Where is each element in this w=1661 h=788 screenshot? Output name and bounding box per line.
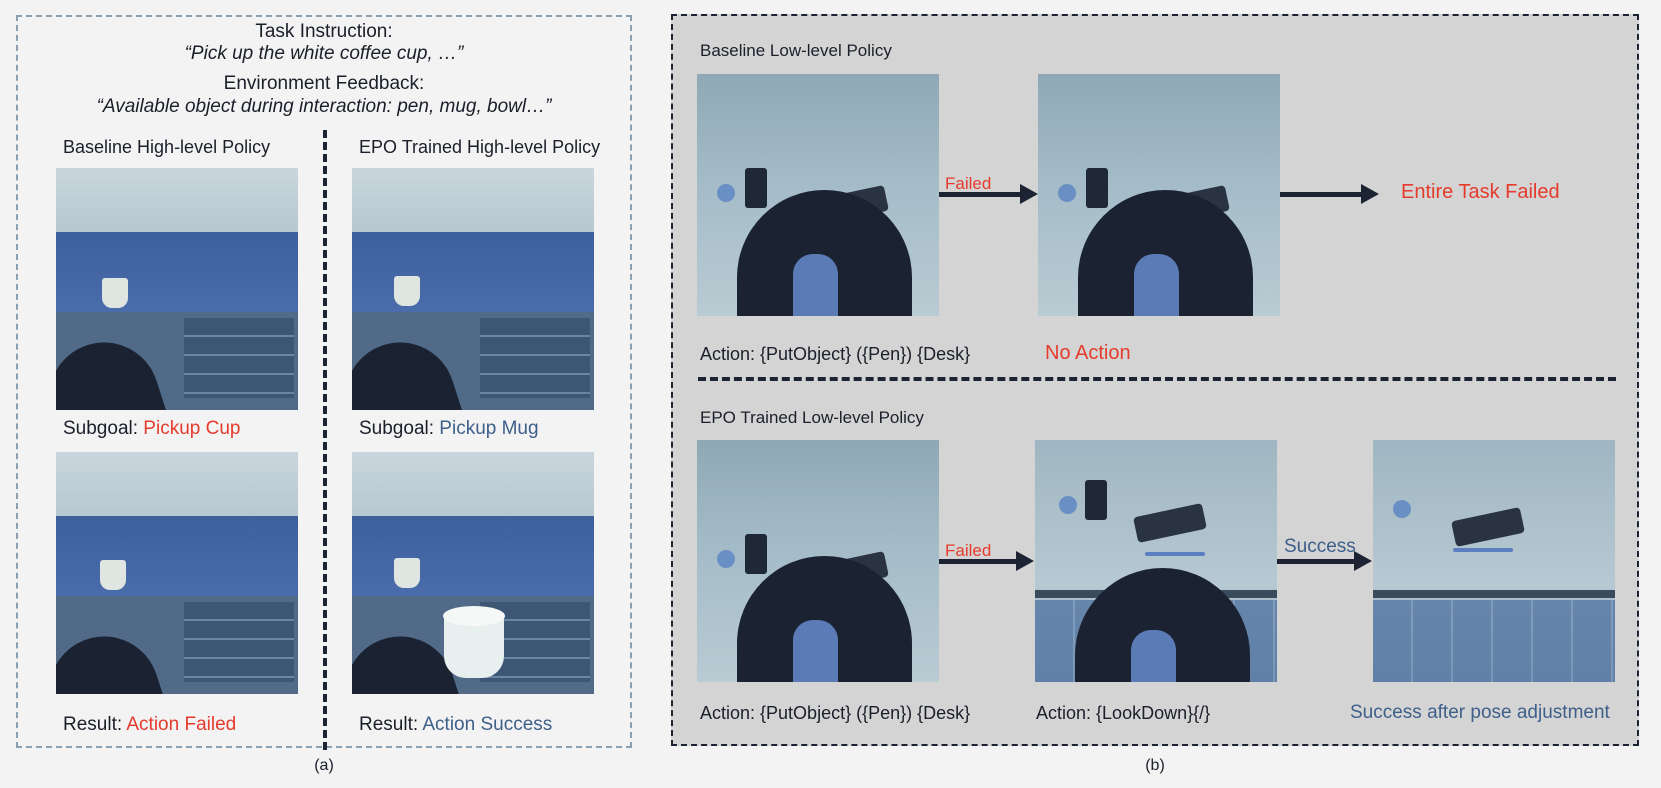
bottom-arrow-1-label: Failed bbox=[945, 541, 992, 560]
epo-result: Result: Action Success bbox=[359, 714, 552, 736]
epo-low-scene-3 bbox=[1373, 440, 1615, 682]
epo-high-level-title: EPO Trained High-level Policy bbox=[359, 137, 601, 157]
baseline-subgoal-value: Pickup Cup bbox=[143, 418, 241, 439]
baseline-result-prefix: Result: bbox=[63, 714, 127, 735]
panel-b-caption: (b) bbox=[1145, 757, 1165, 774]
baseline-low-scene-1 bbox=[697, 74, 939, 316]
environment-feedback-text: “Available object during interaction: pe… bbox=[96, 96, 552, 117]
epo-low-scene-1 bbox=[697, 440, 939, 682]
baseline-result-value: Action Failed bbox=[126, 714, 237, 735]
bottom-arrow-1 bbox=[939, 559, 1025, 564]
top-action-1: Action: {PutObject} ({Pen}) {Desk} bbox=[700, 344, 971, 364]
epo-result-value: Action Success bbox=[422, 714, 553, 735]
entire-task-failed-text: Entire Task Failed bbox=[1401, 181, 1560, 203]
bottom-arrow-2-label: Success bbox=[1284, 536, 1356, 557]
baseline-low-scene-2 bbox=[1038, 74, 1280, 316]
bottom-action-2: Action: {LookDown}{/} bbox=[1036, 703, 1211, 723]
baseline-high-level-title: Baseline High-level Policy bbox=[63, 137, 271, 157]
top-arrow-2 bbox=[1280, 192, 1370, 197]
top-arrow-2-head bbox=[1361, 184, 1379, 204]
panel-a-divider bbox=[323, 130, 327, 750]
top-arrow-1-label: Failed bbox=[945, 174, 992, 193]
epo-low-scene-2 bbox=[1035, 440, 1277, 682]
task-instruction-text: “Pick up the white coffee cup, …” bbox=[184, 43, 464, 64]
epo-result-prefix: Result: bbox=[359, 714, 423, 735]
epo-low-level-title: EPO Trained Low-level Policy bbox=[700, 408, 924, 427]
epo-scene-image-2 bbox=[352, 452, 594, 694]
baseline-scene-image-2 bbox=[56, 452, 298, 694]
success-after-pose-text: Success after pose adjustment bbox=[1350, 702, 1610, 723]
top-arrow-1 bbox=[939, 192, 1029, 197]
baseline-scene-image-1 bbox=[56, 168, 298, 410]
top-arrow-1-head bbox=[1020, 184, 1038, 204]
top-action-2: No Action bbox=[1045, 342, 1131, 364]
task-instruction-heading: Task Instruction: bbox=[255, 21, 393, 42]
environment-feedback-heading: Environment Feedback: bbox=[223, 73, 425, 94]
baseline-result: Result: Action Failed bbox=[63, 714, 236, 736]
bottom-arrow-2-head bbox=[1354, 551, 1372, 571]
baseline-low-level-title: Baseline Low-level Policy bbox=[700, 41, 892, 60]
panel-b-divider bbox=[698, 377, 1616, 381]
epo-subgoal-value: Pickup Mug bbox=[439, 418, 539, 439]
bottom-arrow-2 bbox=[1277, 559, 1363, 564]
epo-subgoal-prefix: Subgoal: bbox=[359, 418, 440, 439]
baseline-subgoal: Subgoal: Pickup Cup bbox=[63, 418, 240, 440]
baseline-subgoal-prefix: Subgoal: bbox=[63, 418, 144, 439]
bottom-action-1: Action: {PutObject} ({Pen}) {Desk} bbox=[700, 703, 971, 723]
epo-subgoal: Subgoal: Pickup Mug bbox=[359, 418, 539, 440]
epo-scene-image-1 bbox=[352, 168, 594, 410]
bottom-arrow-1-head bbox=[1016, 551, 1034, 571]
panel-a-caption: (a) bbox=[314, 757, 334, 774]
